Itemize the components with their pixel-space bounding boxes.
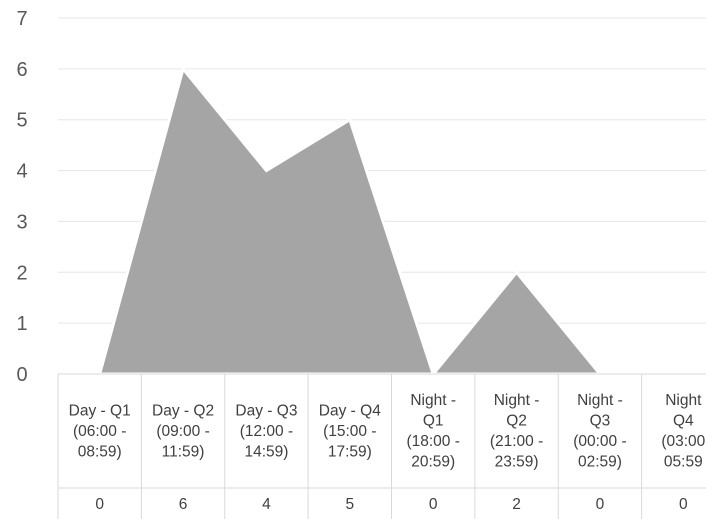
category-label: Day - Q3 (12:00 - 14:59) <box>235 402 297 460</box>
category-label-line: (21:00 - <box>490 433 543 450</box>
y-tick-label: 4 <box>16 161 27 183</box>
category-label-line: Day - Q3 <box>235 402 297 419</box>
data-table-value: 6 <box>179 496 188 513</box>
category-label-line: 14:59) <box>244 443 288 460</box>
category-label-line: 02:59) <box>578 454 622 471</box>
y-tick-label: 0 <box>16 364 27 386</box>
category-label-line: Night <box>665 392 702 409</box>
category-label-line: Q4 <box>673 413 694 430</box>
category-label-line: Q1 <box>423 413 444 430</box>
category-label-line: (00:00 - <box>573 433 626 450</box>
data-table: Day - Q1 (06:00 - 08:59) 0 Day - Q2 (09:00 - 1… <box>57 374 706 519</box>
category-label-line: 23:59) <box>495 454 539 471</box>
y-tick-label: 1 <box>16 313 27 335</box>
category-label-line: (09:00 - <box>156 423 209 440</box>
y-tick-label: 2 <box>16 262 27 284</box>
y-tick-label: 3 <box>16 211 27 233</box>
category-label-line: 20:59) <box>411 454 455 471</box>
y-tick-label: 5 <box>16 110 27 132</box>
y-axis: 0 1 2 3 4 5 6 7 <box>16 8 27 386</box>
category-label-line: Night - <box>494 392 540 409</box>
category-label: Night - Q2 (21:00 - 23:59) <box>490 392 543 471</box>
category-label-line: 05:59 <box>664 454 703 471</box>
category-label-line: Day - Q4 <box>319 402 381 419</box>
category-label-line: 11:59) <box>162 443 205 460</box>
category-label: Day - Q4 (15:00 - 17:59) <box>319 402 381 460</box>
category-label: Night - Q1 (18:00 - 20:59) <box>406 392 459 471</box>
category-label-line: Day - Q2 <box>152 402 214 419</box>
data-table-value: 0 <box>596 496 605 513</box>
category-label: Night Q4 (03:00 05:59 <box>661 392 705 471</box>
category-label-line: Night - <box>410 392 456 409</box>
category-label-line: (06:00 - <box>73 423 126 440</box>
area-series <box>58 65 706 378</box>
y-tick-label: 6 <box>16 59 27 81</box>
category-label-line: (03:00 <box>661 433 705 450</box>
category-label-line: (15:00 - <box>323 423 376 440</box>
category-label-line: Q3 <box>590 413 611 430</box>
category-label-line: Q2 <box>506 413 527 430</box>
data-table-value: 4 <box>262 496 271 513</box>
data-table-value: 0 <box>95 496 104 513</box>
category-label-line: Night - <box>577 392 623 409</box>
data-table-value: 2 <box>512 496 521 513</box>
data-table-value: 0 <box>679 496 688 513</box>
category-label: Night - Q3 (00:00 - 02:59) <box>573 392 626 471</box>
category-label-line: Day - Q1 <box>69 402 131 419</box>
category-label: Day - Q2 (09:00 - 11:59) <box>152 402 214 460</box>
category-label-line: 08:59) <box>78 443 122 460</box>
category-label-line: (18:00 - <box>406 433 459 450</box>
category-label: Day - Q1 (06:00 - 08:59) <box>69 402 131 460</box>
y-tick-label: 7 <box>16 8 27 30</box>
data-table-value: 5 <box>346 496 355 513</box>
category-label-line: (12:00 - <box>240 423 293 440</box>
category-label-line: 17:59) <box>328 443 372 460</box>
data-table-value: 0 <box>429 496 438 513</box>
